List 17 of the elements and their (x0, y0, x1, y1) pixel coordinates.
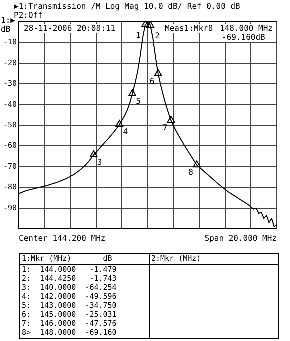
annotation: 28-11-2006 20:08:11 (24, 24, 116, 33)
chart-subtitle: P2:Off (14, 11, 44, 20)
annotation: 2 (155, 32, 160, 41)
annotation: 7 (162, 124, 168, 133)
y-axis-title: dB (1, 25, 11, 34)
annotation: 5 (136, 97, 142, 106)
annotation: -69.160dB (222, 33, 266, 42)
annotation: 8 (188, 168, 194, 178)
chart-title: ▶1:Transmission /M Log Mag 10.0 dB/ Ref 0.00 dB (14, 2, 241, 11)
text: Center 144.200 MHz (19, 234, 106, 243)
text: Span 20.000 MHz (204, 234, 278, 243)
annotation: Meas1:Mkr8 (165, 24, 214, 33)
ref-line-label: 1:▶ (1, 16, 16, 25)
annotation: 3 (97, 158, 102, 168)
annotation: 148.000 MHz (220, 24, 274, 33)
annotation: 1 (136, 31, 142, 40)
annotation: 4 (123, 128, 128, 137)
